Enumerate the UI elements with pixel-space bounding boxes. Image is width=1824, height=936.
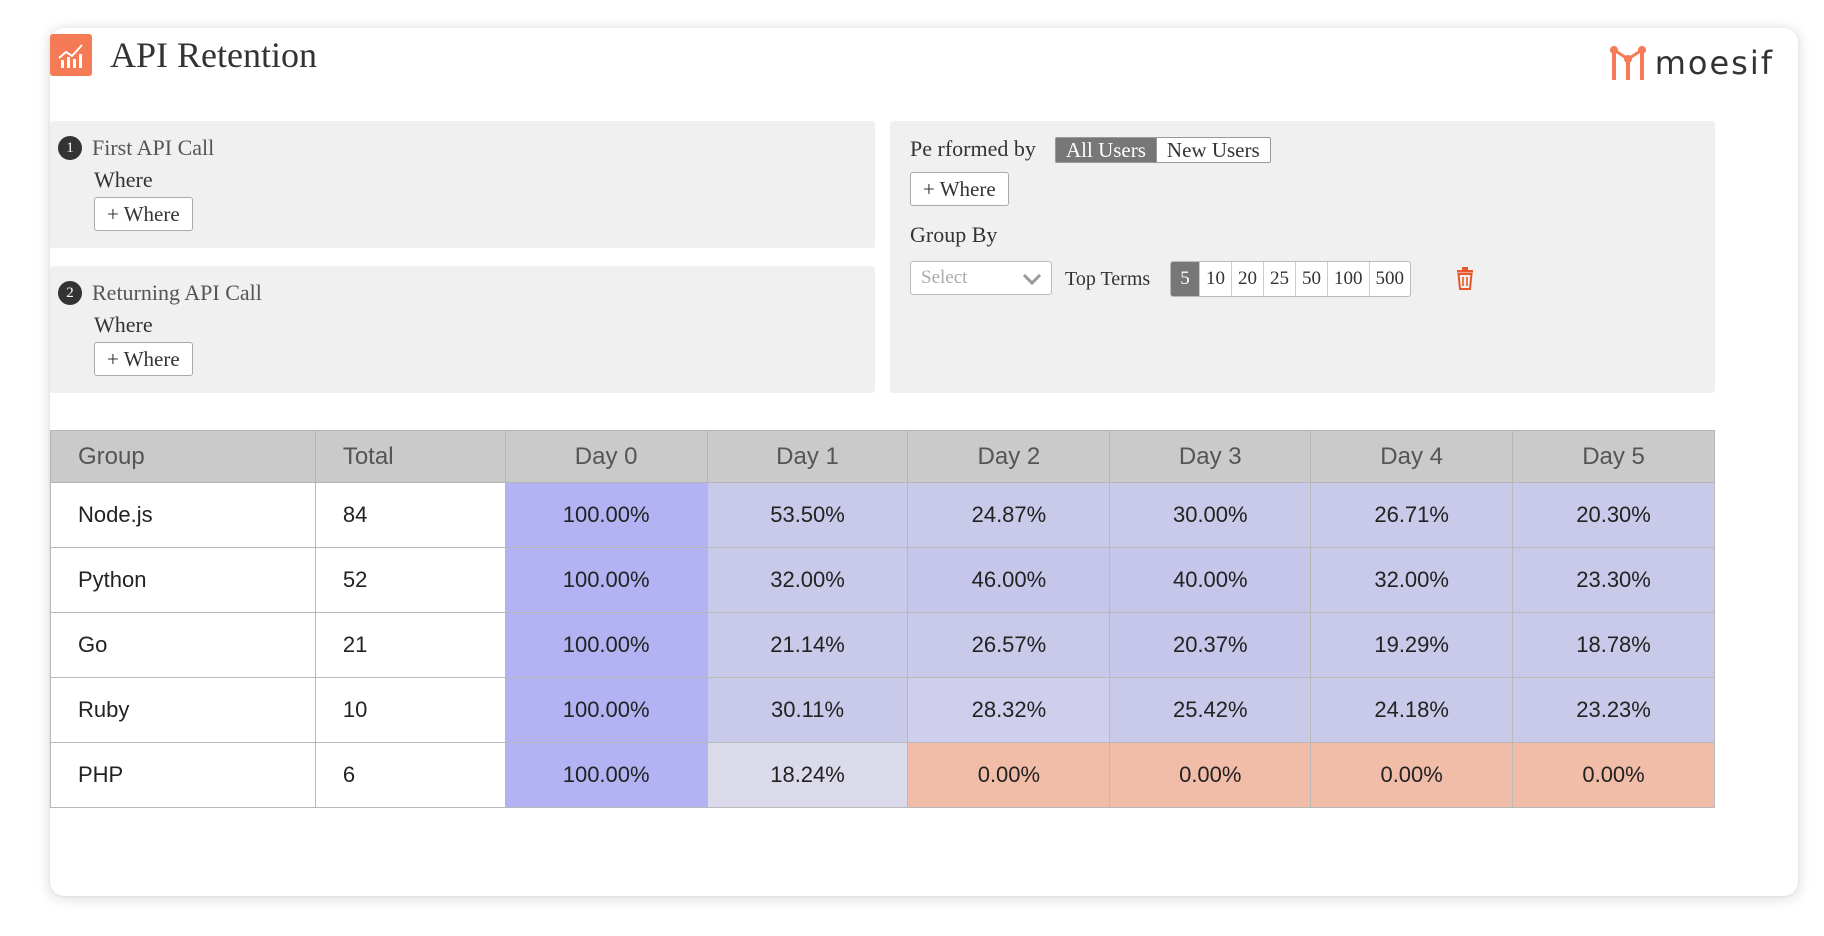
table-row: Node.js 84 100.00% 53.50% 24.87% 30.00% … <box>50 482 1715 548</box>
trash-icon[interactable] <box>1455 266 1475 290</box>
retention-cell: 0.00% <box>1109 742 1312 808</box>
retention-cell: 46.00% <box>907 547 1111 613</box>
filter-panel: Pe rformed by All Users New Users + Wher… <box>890 121 1715 393</box>
retention-cell: 40.00% <box>1109 547 1312 613</box>
moesif-logo-icon <box>1609 46 1646 80</box>
retention-cell: 24.18% <box>1310 677 1514 743</box>
retention-cell: 18.24% <box>706 742 909 808</box>
term-option[interactable]: 500 <box>1368 262 1411 296</box>
retention-cell: 18.78% <box>1512 612 1715 678</box>
retention-cell: 30.11% <box>706 677 909 743</box>
column-header[interactable]: Day 1 <box>706 430 909 483</box>
top-terms-selector: 5 10 20 25 50 100 500 <box>1170 261 1411 297</box>
column-header[interactable]: Total <box>314 430 506 483</box>
moesif-logo: moesif <box>1609 44 1774 82</box>
term-option[interactable]: 10 <box>1199 262 1231 296</box>
retention-cell: 20.30% <box>1512 482 1715 548</box>
term-option[interactable]: 100 <box>1327 262 1369 296</box>
retention-cell: 100.00% <box>504 742 708 808</box>
retention-cell: 100.00% <box>504 677 708 743</box>
user-type-toggle: All Users New Users <box>1055 137 1271 163</box>
retention-cell: 32.00% <box>706 547 909 613</box>
retention-table: Group Total Day 0 Day 1 Day 2 Day 3 Day … <box>50 430 1715 808</box>
retention-cell: 0.00% <box>1310 742 1514 808</box>
group-cell: Node.js <box>50 482 316 548</box>
retention-cell: 23.23% <box>1512 677 1715 743</box>
retention-cell: 26.57% <box>907 612 1111 678</box>
column-header[interactable]: Group <box>50 430 316 483</box>
retention-cell: 100.00% <box>504 547 708 613</box>
performed-by-label: Pe rformed by <box>910 136 1036 161</box>
step-label[interactable]: Returning API Call <box>92 280 262 305</box>
page-title: API Retention <box>110 35 317 75</box>
total-cell: 10 <box>314 677 506 743</box>
chevron-down-icon <box>1022 273 1042 286</box>
retention-cell: 100.00% <box>504 612 708 678</box>
term-option[interactable]: 5 <box>1171 262 1199 296</box>
all-users-toggle[interactable]: All Users <box>1056 138 1156 162</box>
total-cell: 21 <box>314 612 506 678</box>
total-cell: 52 <box>314 547 506 613</box>
column-header[interactable]: Day 2 <box>907 430 1111 483</box>
term-option[interactable]: 20 <box>1231 262 1263 296</box>
table-row: PHP 6 100.00% 18.24% 0.00% 0.00% 0.00% 0… <box>50 742 1715 808</box>
table-row: Go 21 100.00% 21.14% 26.57% 20.37% 19.29… <box>50 612 1715 678</box>
step-number: 2 <box>58 281 82 305</box>
column-header[interactable]: Day 3 <box>1109 430 1312 483</box>
total-cell: 84 <box>314 482 506 548</box>
table-row: Python 52 100.00% 32.00% 46.00% 40.00% 3… <box>50 547 1715 613</box>
retention-cell: 25.42% <box>1109 677 1312 743</box>
chart-icon <box>50 34 92 76</box>
retention-cell: 24.87% <box>907 482 1111 548</box>
retention-cell: 30.00% <box>1109 482 1312 548</box>
first-api-call-panel: 1 First API Call Where + Where <box>50 121 875 248</box>
group-by-label: Group By <box>910 222 998 247</box>
group-cell: PHP <box>50 742 316 808</box>
group-cell: Ruby <box>50 677 316 743</box>
where-label: Where <box>94 167 153 192</box>
where-label: Where <box>94 312 153 337</box>
top-terms-label: Top Terms <box>1065 268 1151 290</box>
new-users-toggle[interactable]: New Users <box>1155 138 1270 162</box>
logo-text: moesif <box>1654 44 1774 82</box>
select-placeholder: Select <box>921 267 968 288</box>
retention-cell: 23.30% <box>1512 547 1715 613</box>
group-cell: Go <box>50 612 316 678</box>
retention-cell: 0.00% <box>907 742 1111 808</box>
add-where-button[interactable]: + Where <box>94 342 193 376</box>
group-by-select[interactable]: Select <box>910 261 1052 295</box>
total-cell: 6 <box>314 742 506 808</box>
retention-cell: 0.00% <box>1512 742 1715 808</box>
returning-api-call-panel: 2 Returning API Call Where + Where <box>50 266 875 393</box>
table-row: Ruby 10 100.00% 30.11% 28.32% 25.42% 24.… <box>50 677 1715 743</box>
add-where-button[interactable]: + Where <box>94 197 193 231</box>
column-header[interactable]: Day 0 <box>504 430 708 483</box>
add-where-button[interactable]: + Where <box>910 172 1009 206</box>
retention-cell: 32.00% <box>1310 547 1514 613</box>
term-option[interactable]: 25 <box>1263 262 1295 296</box>
table-header-row: Group Total Day 0 Day 1 Day 2 Day 3 Day … <box>50 430 1715 483</box>
step-number: 1 <box>58 136 82 160</box>
term-option[interactable]: 50 <box>1295 262 1327 296</box>
retention-cell: 53.50% <box>706 482 909 548</box>
group-cell: Python <box>50 547 316 613</box>
retention-cell: 19.29% <box>1310 612 1514 678</box>
column-header[interactable]: Day 4 <box>1310 430 1514 483</box>
retention-cell: 21.14% <box>706 612 909 678</box>
retention-cell: 100.00% <box>504 482 708 548</box>
retention-cell: 28.32% <box>907 677 1111 743</box>
column-header[interactable]: Day 5 <box>1512 430 1715 483</box>
page-header: API Retention <box>50 34 317 76</box>
retention-cell: 26.71% <box>1310 482 1514 548</box>
retention-cell: 20.37% <box>1109 612 1312 678</box>
step-label[interactable]: First API Call <box>92 135 215 160</box>
